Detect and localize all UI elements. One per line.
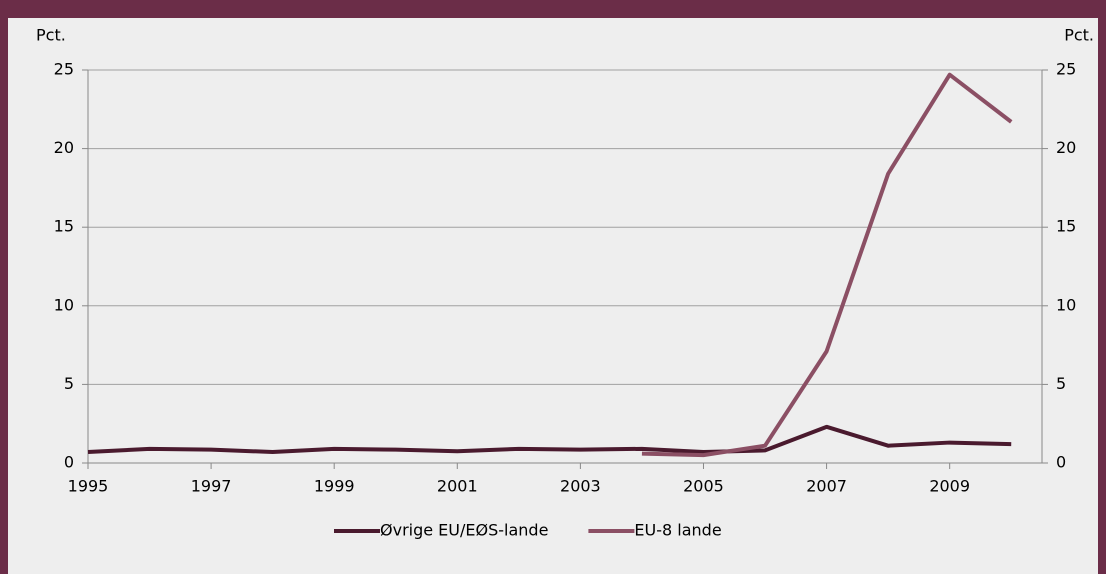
legend-label: EU-8 lande	[634, 521, 721, 540]
x-tick-label: 2005	[683, 477, 724, 496]
legend-label: Øvrige EU/EØS-lande	[380, 521, 548, 540]
y-tick-label: 15	[54, 217, 74, 236]
y-axis-label: Pct.	[36, 26, 66, 45]
panel	[8, 18, 1098, 574]
x-tick-label: 2009	[929, 477, 970, 496]
y2-tick-label: 10	[1056, 295, 1076, 314]
x-tick-label: 1999	[314, 477, 355, 496]
y-tick-label: 5	[64, 374, 74, 393]
y-tick-label: 25	[54, 60, 74, 79]
x-tick-label: 1997	[191, 477, 232, 496]
y2-tick-label: 0	[1056, 453, 1066, 472]
y-tick-label: 20	[54, 138, 74, 157]
series-line	[641, 72, 1013, 458]
x-tick-label: 2001	[437, 477, 478, 496]
y2-tick-label: 5	[1056, 374, 1066, 393]
y2-axis-label: Pct.	[1064, 26, 1094, 45]
y-tick-label: 0	[64, 453, 74, 472]
y2-tick-label: 15	[1056, 217, 1076, 236]
x-tick-label: 2007	[806, 477, 847, 496]
x-tick-label: 1995	[68, 477, 109, 496]
series-line	[87, 424, 1012, 454]
y2-tick-label: 25	[1056, 60, 1076, 79]
y2-tick-label: 20	[1056, 138, 1076, 157]
y-tick-label: 10	[54, 295, 74, 314]
x-tick-label: 2003	[560, 477, 601, 496]
